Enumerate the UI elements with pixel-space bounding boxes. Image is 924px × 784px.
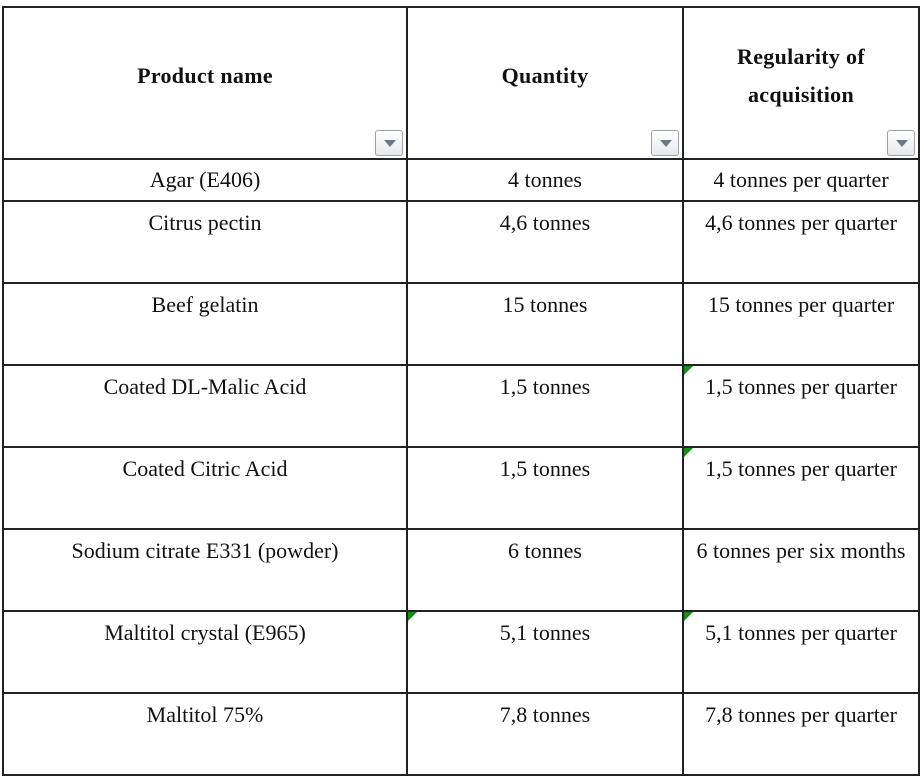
cell-regularity[interactable]: 4,6 tonnes per quarter: [682, 200, 920, 284]
cell-product[interactable]: Maltitol 75%: [2, 692, 408, 776]
comment-indicator-icon[interactable]: [409, 613, 417, 621]
cell-quantity[interactable]: 1,5 tonnes: [406, 364, 684, 448]
filter-dropdown-icon: [384, 140, 396, 147]
table-row: Beef gelatin 15 tonnes 15 tonnes per qua…: [2, 282, 920, 366]
cell-product[interactable]: Agar (E406): [2, 158, 408, 202]
cell-product[interactable]: Beef gelatin: [2, 282, 408, 366]
cell-quantity[interactable]: 7,8 tonnes: [406, 692, 684, 776]
filter-regularity-button[interactable]: [887, 130, 915, 156]
cell-product[interactable]: Maltitol crystal (E965): [2, 610, 408, 694]
header-label: Regularity of acquisition: [737, 44, 865, 107]
cell-quantity[interactable]: 6 tonnes: [406, 528, 684, 612]
filter-quantity-button[interactable]: [651, 130, 679, 156]
filter-product-name-button[interactable]: [375, 130, 403, 156]
comment-indicator-icon[interactable]: [685, 449, 693, 457]
table-row: Sodium citrate E331 (powder) 6 tonnes 6 …: [2, 528, 920, 612]
cell-product[interactable]: Coated DL-Malic Acid: [2, 364, 408, 448]
cell-quantity[interactable]: 4,6 tonnes: [406, 200, 684, 284]
cell-product[interactable]: Sodium citrate E331 (powder): [2, 528, 408, 612]
comment-indicator-icon[interactable]: [685, 613, 693, 621]
table-row: Maltitol crystal (E965) 5,1 tonnes 5,1 t…: [2, 610, 920, 694]
data-table: Product name Quantity Regularity of acqu…: [2, 6, 920, 776]
header-label: Quantity: [501, 63, 589, 88]
cell-product[interactable]: Coated Citric Acid: [2, 446, 408, 530]
table-row: Agar (E406) 4 tonnes 4 tonnes per quarte…: [2, 158, 920, 202]
cell-quantity[interactable]: 1,5 tonnes: [406, 446, 684, 530]
comment-indicator-icon[interactable]: [685, 367, 693, 375]
table-row: Maltitol 75% 7,8 tonnes 7,8 tonnes per q…: [2, 692, 920, 776]
cell-quantity[interactable]: 15 tonnes: [406, 282, 684, 366]
table-row: Citrus pectin 4,6 tonnes 4,6 tonnes per …: [2, 200, 920, 284]
cell-regularity[interactable]: 1,5 tonnes per quarter: [682, 364, 920, 448]
table-row: Coated DL-Malic Acid 1,5 tonnes 1,5 tonn…: [2, 364, 920, 448]
header-cell-quantity[interactable]: Quantity: [406, 6, 684, 160]
table-row: Coated Citric Acid 1,5 tonnes 1,5 tonnes…: [2, 446, 920, 530]
filter-dropdown-icon: [660, 140, 672, 147]
cell-regularity[interactable]: 7,8 tonnes per quarter: [682, 692, 920, 776]
header-label: Product name: [137, 63, 273, 88]
cell-regularity[interactable]: 5,1 tonnes per quarter: [682, 610, 920, 694]
cell-quantity[interactable]: 4 tonnes: [406, 158, 684, 202]
header-cell-product-name[interactable]: Product name: [2, 6, 408, 160]
header-cell-regularity[interactable]: Regularity of acquisition: [682, 6, 920, 160]
cell-product[interactable]: Citrus pectin: [2, 200, 408, 284]
filter-dropdown-icon: [896, 140, 908, 147]
cell-regularity[interactable]: 15 tonnes per quarter: [682, 282, 920, 366]
header-row: Product name Quantity Regularity of acqu…: [2, 6, 920, 160]
cell-regularity[interactable]: 1,5 tonnes per quarter: [682, 446, 920, 530]
cell-regularity[interactable]: 6 tonnes per six months: [682, 528, 920, 612]
cell-regularity[interactable]: 4 tonnes per quarter: [682, 158, 920, 202]
cell-quantity[interactable]: 5,1 tonnes: [406, 610, 684, 694]
